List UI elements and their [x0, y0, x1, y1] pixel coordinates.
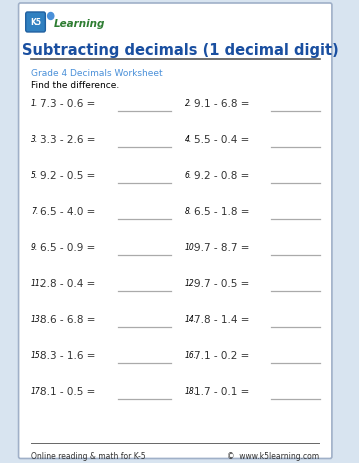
Text: 8.1 - 0.5 =: 8.1 - 0.5 =	[40, 386, 95, 396]
Text: 14.: 14.	[185, 314, 197, 323]
Text: 9.2 - 0.5 =: 9.2 - 0.5 =	[40, 170, 95, 181]
Text: 7.1 - 0.2 =: 7.1 - 0.2 =	[194, 350, 249, 360]
Text: 11.: 11.	[31, 278, 43, 287]
Text: 5.5 - 0.4 =: 5.5 - 0.4 =	[194, 135, 249, 144]
Text: 6.: 6.	[185, 170, 192, 180]
FancyBboxPatch shape	[19, 4, 332, 458]
Text: 9.1 - 6.8 =: 9.1 - 6.8 =	[194, 99, 249, 109]
Text: 1.7 - 0.1 =: 1.7 - 0.1 =	[194, 386, 249, 396]
Text: 5.: 5.	[31, 170, 38, 180]
Text: 6.5 - 4.0 =: 6.5 - 4.0 =	[40, 206, 95, 216]
Text: Learning: Learning	[54, 19, 106, 29]
Text: 9.7 - 8.7 =: 9.7 - 8.7 =	[194, 242, 249, 252]
Text: 4.: 4.	[185, 135, 192, 144]
Text: 13.: 13.	[31, 314, 43, 323]
FancyBboxPatch shape	[26, 13, 45, 33]
Circle shape	[48, 13, 54, 20]
Text: 6.5 - 1.8 =: 6.5 - 1.8 =	[194, 206, 249, 216]
Text: 9.2 - 0.8 =: 9.2 - 0.8 =	[194, 170, 249, 181]
Text: 16.: 16.	[185, 350, 197, 359]
Text: 7.8 - 1.4 =: 7.8 - 1.4 =	[194, 314, 249, 324]
Text: 2.8 - 0.4 =: 2.8 - 0.4 =	[40, 278, 95, 288]
Text: 2.: 2.	[185, 99, 192, 108]
Text: 6.5 - 0.9 =: 6.5 - 0.9 =	[40, 242, 95, 252]
Text: 7.: 7.	[31, 206, 38, 215]
Text: 15.: 15.	[31, 350, 43, 359]
Text: ©  www.k5learning.com: © www.k5learning.com	[227, 451, 320, 461]
Text: 3.3 - 2.6 =: 3.3 - 2.6 =	[40, 135, 95, 144]
Text: K5: K5	[30, 19, 41, 27]
Text: 9.7 - 0.5 =: 9.7 - 0.5 =	[194, 278, 249, 288]
Text: 18.: 18.	[185, 386, 197, 394]
Text: Find the difference.: Find the difference.	[31, 81, 119, 90]
Text: 8.3 - 1.6 =: 8.3 - 1.6 =	[40, 350, 95, 360]
Text: 7.3 - 0.6 =: 7.3 - 0.6 =	[40, 99, 95, 109]
Text: 3.: 3.	[31, 135, 38, 144]
Text: 1.: 1.	[31, 99, 38, 108]
Text: Grade 4 Decimals Worksheet: Grade 4 Decimals Worksheet	[31, 69, 163, 78]
Text: 12.: 12.	[185, 278, 197, 287]
Text: 8.6 - 6.8 =: 8.6 - 6.8 =	[40, 314, 95, 324]
Text: 17.: 17.	[31, 386, 43, 394]
Text: 9.: 9.	[31, 242, 38, 251]
Text: 8.: 8.	[185, 206, 192, 215]
Text: Online reading & math for K-5: Online reading & math for K-5	[31, 451, 146, 461]
Text: 10.: 10.	[185, 242, 197, 251]
Text: Subtracting decimals (1 decimal digit): Subtracting decimals (1 decimal digit)	[22, 43, 339, 58]
